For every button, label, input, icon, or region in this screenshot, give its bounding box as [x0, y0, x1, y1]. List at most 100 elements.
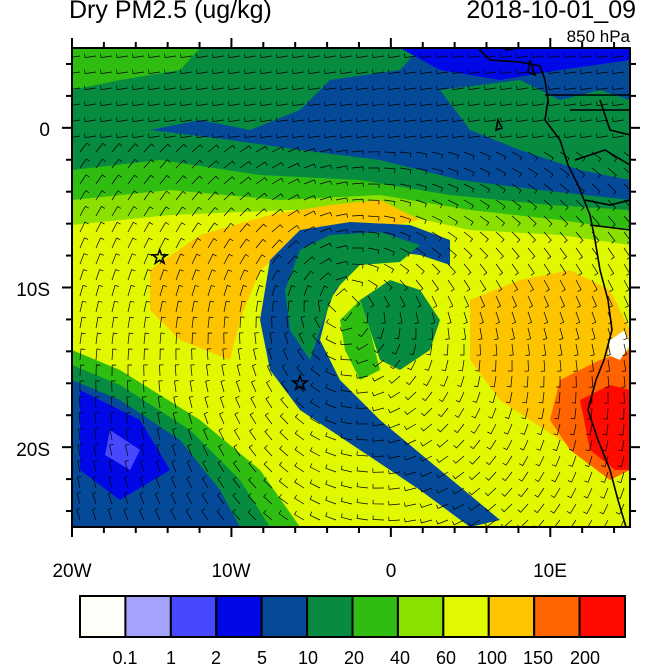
wind-barb	[164, 69, 177, 74]
wind-barb	[335, 165, 348, 170]
wind-barb	[539, 375, 545, 388]
wind-barb	[372, 468, 385, 473]
wind-barb	[426, 343, 433, 356]
wind-barb	[292, 117, 305, 122]
wind-barb	[431, 295, 438, 309]
wind-barb	[188, 411, 193, 425]
wind-barb	[600, 471, 609, 483]
wind-barb	[372, 359, 385, 368]
wind-barb	[479, 231, 489, 243]
wind-barb	[72, 103, 81, 106]
wind-barb	[556, 375, 561, 388]
wind-barb	[486, 439, 497, 450]
wind-barb	[495, 199, 506, 210]
wind-barb	[292, 53, 305, 58]
wind-barb	[143, 332, 150, 345]
wind-barb	[207, 160, 220, 169]
wind-barb	[519, 455, 529, 467]
wind-barb	[619, 407, 625, 420]
wind-barb	[470, 423, 481, 434]
wind-barb	[543, 311, 549, 325]
wind-barb	[93, 460, 98, 473]
wind-barb	[591, 183, 601, 195]
wind-barb	[443, 343, 449, 356]
wind-barb	[294, 510, 305, 521]
wind-barb	[372, 375, 385, 382]
wind-barb	[196, 85, 209, 90]
wind-barb	[159, 316, 166, 329]
wind-barb	[479, 311, 484, 325]
wind-barb	[132, 117, 145, 122]
wind-barb	[500, 101, 513, 106]
wind-barb	[575, 279, 582, 292]
wind-barb	[127, 206, 138, 217]
wind-barb	[356, 85, 369, 90]
colorbar-label: 150	[523, 648, 553, 667]
wind-barb	[207, 316, 214, 329]
wind-barb	[218, 428, 225, 441]
wind-barb	[111, 174, 122, 185]
wind-barb	[175, 253, 185, 265]
wind-barb	[437, 423, 449, 433]
wind-barb	[463, 215, 474, 226]
wind-barb	[548, 69, 561, 74]
wind-barb	[109, 428, 115, 441]
wind-barb	[623, 167, 630, 179]
wind-barb	[501, 503, 513, 513]
wind-barb	[431, 263, 441, 275]
wind-barb	[303, 226, 316, 233]
wind-barb	[310, 398, 321, 409]
wind-barb	[164, 85, 177, 90]
wind-barb	[463, 263, 472, 276]
wind-barb	[325, 416, 337, 425]
wind-barb	[419, 471, 433, 477]
wind-barb	[159, 143, 171, 153]
wind-barb	[511, 263, 519, 276]
wind-barb	[543, 199, 553, 211]
wind-barb	[186, 476, 193, 489]
wind-barb	[489, 391, 497, 404]
wind-barb	[223, 176, 236, 185]
wind-barb	[164, 117, 177, 122]
wind-barb	[319, 180, 332, 185]
wind-barb	[436, 53, 449, 58]
wind-barb	[517, 519, 529, 527]
wind-barb	[335, 288, 348, 297]
wind-barb	[447, 215, 458, 226]
wind-barb	[127, 364, 132, 376]
wind-barb	[140, 459, 145, 473]
wind-barb	[123, 491, 129, 505]
wind-barb	[239, 192, 252, 201]
wind-barb	[143, 269, 152, 281]
wind-barb	[327, 301, 337, 313]
colorbar-swatch	[79, 595, 127, 638]
wind-barb	[419, 503, 433, 508]
colorbar-label: 100	[477, 648, 507, 667]
wind-barb	[251, 380, 257, 393]
wind-barb	[618, 423, 625, 436]
wind-barb	[372, 101, 385, 106]
wind-barb	[276, 117, 289, 122]
wind-barb	[596, 53, 609, 58]
wind-barb	[419, 518, 433, 524]
wind-barb	[335, 245, 348, 250]
wind-barb	[107, 491, 113, 505]
wind-barb	[596, 85, 609, 90]
wind-barb	[180, 69, 193, 74]
wind-barb	[617, 471, 625, 484]
wind-barb	[223, 300, 231, 313]
wind-barb	[367, 295, 375, 308]
wind-barb	[234, 412, 241, 425]
wind-barb	[276, 85, 289, 90]
wind-barb	[463, 183, 475, 193]
wind-barb	[407, 359, 417, 371]
wind-barb	[527, 279, 534, 292]
wind-barb	[212, 117, 225, 122]
wind-barb	[580, 53, 593, 58]
wind-barb	[575, 311, 581, 325]
wind-barb	[404, 133, 417, 138]
wind-barb	[421, 407, 433, 417]
wind-barb	[287, 162, 301, 169]
wind-barb	[244, 101, 257, 106]
wind-barb	[76, 507, 81, 521]
